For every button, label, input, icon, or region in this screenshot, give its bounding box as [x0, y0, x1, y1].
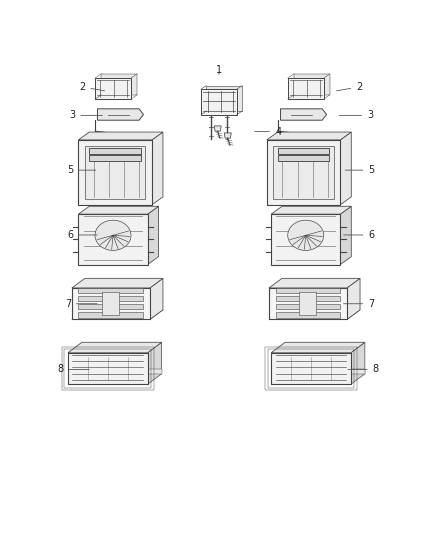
Polygon shape [267, 140, 340, 205]
Polygon shape [206, 86, 242, 111]
Polygon shape [72, 310, 163, 319]
Polygon shape [224, 133, 231, 138]
Polygon shape [82, 369, 162, 374]
Text: 7: 7 [343, 298, 374, 309]
Polygon shape [280, 109, 326, 120]
Polygon shape [78, 214, 148, 264]
Polygon shape [267, 132, 351, 140]
Polygon shape [95, 78, 131, 99]
Text: 2: 2 [336, 82, 362, 92]
Text: 6: 6 [343, 230, 374, 240]
Polygon shape [271, 342, 365, 353]
Polygon shape [278, 156, 329, 160]
Polygon shape [102, 292, 120, 315]
Text: 4: 4 [254, 127, 281, 136]
Text: 3: 3 [339, 110, 373, 120]
Polygon shape [68, 353, 148, 384]
Text: 8: 8 [57, 365, 89, 374]
Ellipse shape [95, 220, 131, 251]
Polygon shape [294, 74, 330, 95]
Polygon shape [271, 214, 340, 264]
Polygon shape [72, 278, 163, 288]
Polygon shape [148, 206, 159, 264]
Polygon shape [299, 292, 317, 315]
Polygon shape [285, 369, 365, 374]
Polygon shape [269, 278, 360, 288]
Polygon shape [214, 126, 221, 131]
Polygon shape [152, 132, 163, 205]
Text: 6: 6 [67, 230, 97, 240]
Polygon shape [78, 206, 159, 214]
Polygon shape [78, 304, 143, 310]
Polygon shape [276, 287, 340, 293]
Polygon shape [347, 278, 360, 319]
Polygon shape [72, 288, 150, 319]
Polygon shape [278, 148, 329, 154]
Polygon shape [68, 342, 162, 353]
Polygon shape [288, 78, 324, 99]
Polygon shape [201, 89, 237, 115]
Polygon shape [89, 148, 141, 154]
Polygon shape [101, 74, 137, 95]
Polygon shape [89, 156, 141, 160]
Polygon shape [271, 353, 351, 384]
Polygon shape [148, 342, 162, 384]
Polygon shape [276, 312, 340, 318]
Polygon shape [78, 140, 152, 205]
Ellipse shape [288, 220, 324, 251]
Polygon shape [269, 310, 360, 319]
Polygon shape [85, 146, 145, 199]
Text: 1: 1 [216, 65, 222, 75]
Polygon shape [340, 132, 351, 205]
Text: 3: 3 [69, 110, 102, 120]
Polygon shape [271, 206, 351, 214]
Polygon shape [273, 146, 334, 199]
Text: 5: 5 [67, 165, 96, 175]
Text: 8: 8 [348, 365, 379, 374]
Polygon shape [78, 296, 143, 301]
Polygon shape [269, 288, 347, 319]
Text: 7: 7 [65, 298, 97, 309]
Polygon shape [340, 206, 351, 264]
Polygon shape [276, 296, 340, 301]
Text: 5: 5 [345, 165, 374, 175]
Text: 2: 2 [79, 82, 105, 92]
Polygon shape [150, 278, 163, 319]
Polygon shape [78, 312, 143, 318]
Polygon shape [78, 132, 163, 140]
Polygon shape [351, 342, 365, 384]
Polygon shape [97, 109, 143, 120]
Polygon shape [276, 304, 340, 310]
Polygon shape [78, 287, 143, 293]
